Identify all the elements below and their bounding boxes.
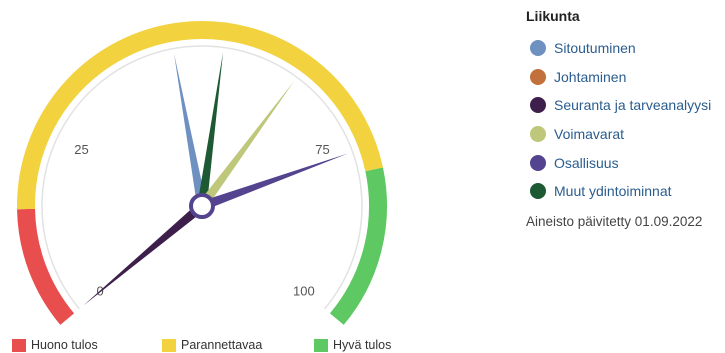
legend-label: Muut ydintoiminnat bbox=[554, 183, 672, 200]
band-swatch-improve bbox=[162, 338, 176, 352]
band-label-bad: Huono tulos bbox=[31, 338, 98, 352]
legend-item-johtaminen[interactable]: Johtaminen bbox=[526, 63, 725, 92]
band-legend: Huono tulos Parannettavaa Hyvä tulos bbox=[12, 338, 391, 352]
legend-marker bbox=[530, 97, 546, 114]
needle-sitoutuminen[interactable] bbox=[174, 53, 208, 213]
gauge-hub bbox=[189, 193, 215, 219]
gauge-band-good bbox=[329, 167, 387, 325]
band-legend-good[interactable]: Hyvä tulos bbox=[314, 338, 391, 352]
tick-label-75: 75 bbox=[315, 142, 329, 157]
tick-label-100: 100 bbox=[293, 284, 315, 299]
band-swatch-bad bbox=[12, 338, 26, 352]
legend-item-sitoutuminen[interactable]: Sitoutuminen bbox=[526, 34, 725, 63]
band-swatch-good bbox=[314, 338, 328, 352]
band-legend-bad[interactable]: Huono tulos bbox=[12, 338, 162, 352]
legend-marker bbox=[530, 126, 546, 143]
gauge-band-bad bbox=[17, 208, 75, 325]
gauge-ticks: 02575100 bbox=[74, 142, 329, 299]
legend-label: Seuranta ja tarveanalyysi bbox=[554, 97, 712, 114]
legend-marker bbox=[530, 154, 546, 171]
gauge-inner-arc bbox=[41, 45, 363, 310]
gauge-chart: 02575100 bbox=[17, 21, 387, 325]
gauge-band-improve bbox=[17, 21, 383, 210]
band-legend-improve[interactable]: Parannettavaa bbox=[162, 338, 314, 352]
legend-label: Voimavarat bbox=[554, 126, 625, 143]
gauge-needles bbox=[83, 52, 348, 306]
band-label-improve: Parannettavaa bbox=[181, 338, 263, 352]
legend-label: Johtaminen bbox=[554, 68, 627, 85]
legend-items: Sitoutuminen Johtaminen Seuranta ja tarvea… bbox=[526, 34, 725, 206]
band-label-good: Hyvä tulos bbox=[333, 338, 392, 352]
legend-title: Liikunta bbox=[526, 8, 580, 24]
legend-marker bbox=[530, 68, 546, 85]
legend-item-osallisuus[interactable]: Osallisuus bbox=[526, 148, 725, 177]
legend-item-muut-ydintoiminnat[interactable]: Muut ydintoiminnat bbox=[526, 177, 725, 206]
legend: Liikunta Sitoutuminen Johtaminen Seuranta … bbox=[526, 6, 725, 229]
needle-seuranta-ja-tarveanalyysi[interactable] bbox=[83, 198, 210, 306]
legend-item-seuranta-ja-tarveanalyysi[interactable]: Seuranta ja tarveanalyysi bbox=[526, 91, 725, 120]
legend-marker bbox=[530, 40, 546, 57]
needle-osallisuus[interactable] bbox=[194, 153, 348, 213]
legend-marker bbox=[530, 183, 546, 200]
gauge-bands bbox=[17, 21, 387, 325]
legend-label: Sitoutuminen bbox=[554, 40, 636, 57]
legend-label: Osallisuus bbox=[554, 154, 619, 171]
tick-label-25: 25 bbox=[74, 142, 88, 157]
updated-date: Aineisto päivitetty 01.09.2022 bbox=[526, 213, 703, 229]
legend-item-voimavarat[interactable]: Voimavarat bbox=[526, 120, 725, 149]
needle-voimavarat[interactable] bbox=[194, 81, 294, 214]
needle-muut-ydintoiminnat[interactable] bbox=[196, 52, 224, 213]
